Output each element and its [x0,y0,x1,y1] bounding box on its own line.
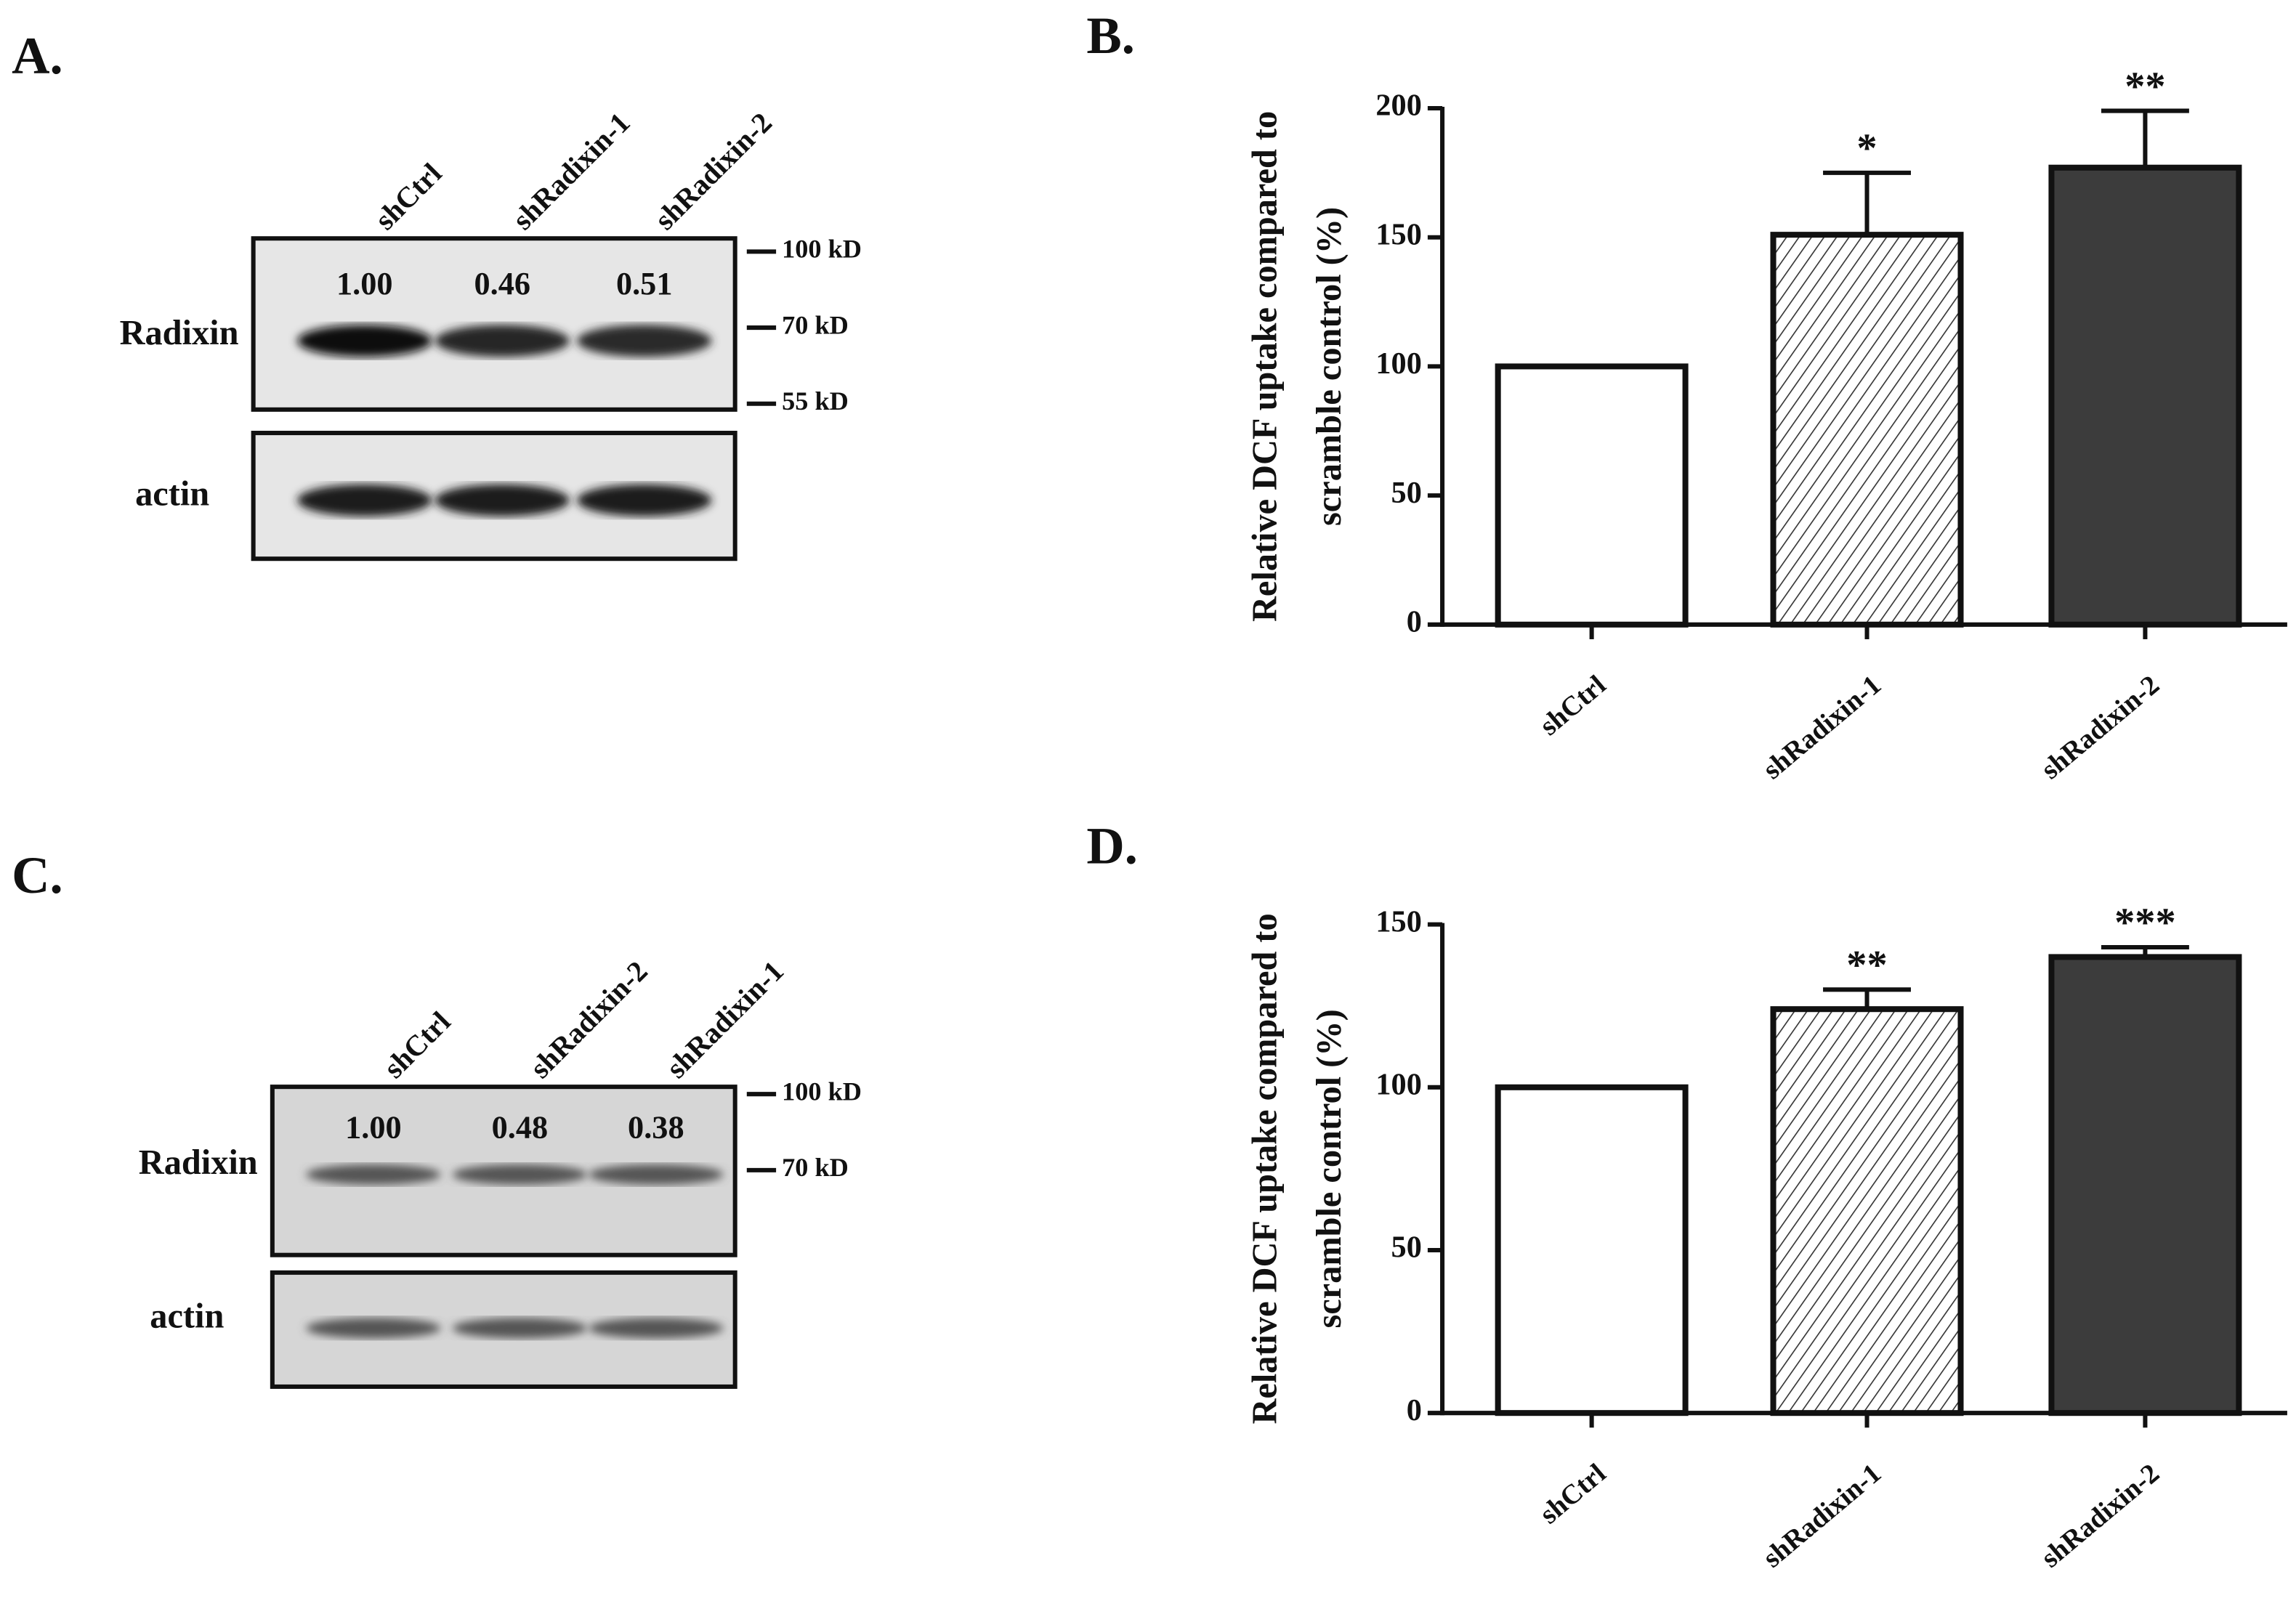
band [577,484,712,516]
panel-label: D. [1086,816,1138,875]
y-axis-label: Relative DCF uptake compared to [1245,913,1284,1424]
y-tick-label: 0 [1407,605,1422,639]
x-tick-label: shCtrl [1534,670,1612,742]
band [434,484,570,516]
quantification: 0.48 [492,1110,549,1146]
panel-label: B. [1086,6,1135,65]
lane-label: shRadixin-1 [660,955,790,1085]
y-tick-label: 50 [1391,476,1422,510]
quantification: 1.00 [336,266,393,301]
x-tick-label: shRadixin-2 [2035,670,2165,785]
significance: ** [2125,64,2165,109]
marker-label: 70 kD [782,310,849,339]
y-tick-label: 150 [1375,217,1421,251]
bar [1770,232,1964,628]
significance: * [1856,126,1877,171]
band [306,1318,441,1339]
bar [1495,363,1689,628]
lane-label: shRadixin-2 [648,106,778,236]
panel-label: A. [12,26,63,85]
blot-membrane [251,236,737,412]
band [452,1318,588,1339]
y-axis-label: scramble control (%) [1310,207,1349,526]
bar [2048,954,2242,1417]
x-tick-label: shCtrl [1534,1458,1612,1530]
marker-label: 55 kD [782,386,849,416]
y-tick-label: 200 [1375,89,1421,123]
y-tick-label: 100 [1375,1068,1421,1102]
row-label: actin [150,1297,224,1335]
y-tick-label: 100 [1375,346,1421,381]
bar [1770,1006,1964,1417]
y-axis-label: Relative DCF uptake compared to [1245,111,1284,622]
quantification: 0.38 [628,1110,684,1146]
significance: ** [1846,943,1887,988]
x-tick-label: shRadixin-1 [1757,670,1887,785]
band [452,1164,588,1186]
y-tick-label: 50 [1391,1231,1422,1265]
row-label: Radixin [120,314,239,352]
band [434,325,570,357]
x-tick-label: shRadixin-1 [1757,1458,1887,1573]
lane-label: shCtrl [377,1005,456,1085]
band [297,484,432,516]
band [589,1318,724,1339]
marker-label: 100 kD [782,235,862,264]
row-label: actin [135,475,209,514]
row-label: Radixin [139,1143,258,1182]
y-axis-label: scramble control (%) [1310,1009,1349,1328]
bar [1495,1084,1689,1417]
y-tick-label: 0 [1407,1393,1422,1427]
marker-label: 70 kD [782,1153,849,1182]
y-tick-label: 150 [1375,904,1421,939]
quantification: 0.51 [616,266,673,301]
lane-label: shRadixin-2 [524,955,654,1085]
quantification: 1.00 [345,1110,402,1146]
lane-label: shRadixin-1 [506,106,636,236]
band [577,325,712,357]
band [306,1164,441,1186]
lane-label: shCtrl [368,157,448,236]
bar [2048,164,2242,628]
quantification: 0.46 [474,266,530,301]
panel-label: C. [12,846,63,904]
x-tick-label: shRadixin-2 [2035,1458,2165,1573]
marker-label: 100 kD [782,1077,862,1106]
band [297,325,432,357]
significance: *** [2114,901,2176,946]
band [589,1164,724,1186]
